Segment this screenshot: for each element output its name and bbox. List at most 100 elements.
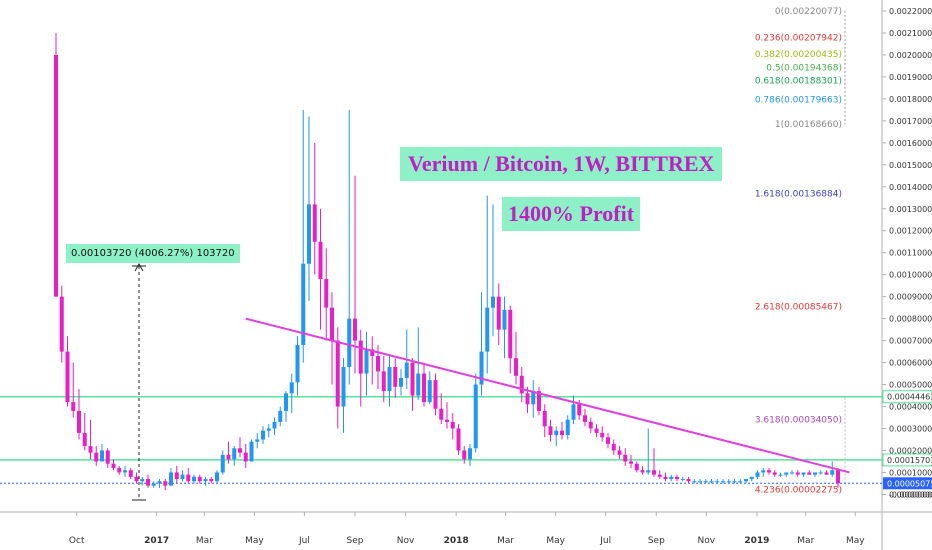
candle-body: [715, 481, 720, 483]
candle-body: [134, 476, 139, 482]
candle-body: [146, 479, 150, 486]
candle-body: [71, 402, 76, 411]
candle-body: [744, 479, 748, 482]
candle-body: [422, 373, 426, 403]
candle-body: [266, 428, 271, 431]
measurement-arrowhead: [134, 262, 144, 272]
candle-body: [514, 358, 518, 376]
candle-body: [784, 472, 789, 475]
candle-body: [726, 481, 731, 483]
candle-body: [663, 476, 668, 480]
candle-body: [801, 472, 806, 475]
x-tick-label: Jul: [298, 536, 310, 546]
candle-body: [721, 481, 725, 483]
candle-body: [215, 472, 219, 482]
x-tick-label: 2019: [744, 536, 769, 546]
candle-body: [330, 307, 334, 341]
candle-body: [502, 309, 507, 330]
candle-body: [381, 371, 386, 392]
candle-body: [416, 373, 421, 396]
candle-body: [197, 476, 202, 482]
candle-body: [675, 476, 679, 480]
price-level-badge: [882, 453, 932, 467]
candle-body: [261, 430, 265, 440]
x-tick-label: Mar: [797, 536, 814, 546]
candle-body: [289, 382, 294, 394]
candle-body: [387, 366, 392, 392]
candle-body: [399, 377, 403, 387]
fib-level-label: 4.236(0.00002275): [755, 485, 842, 495]
candle-body: [169, 472, 173, 486]
candle-body: [249, 441, 254, 462]
candle-body: [669, 476, 674, 480]
candle-body: [468, 448, 472, 460]
fib-level-label: 0.5(0.00194368): [766, 63, 842, 73]
candle-body: [485, 307, 490, 352]
candle-body: [634, 463, 639, 471]
candle-body: [192, 476, 196, 482]
candle-body: [531, 391, 536, 405]
candle-body: [226, 454, 231, 460]
x-tick-label: Mar: [497, 536, 514, 546]
candle-body: [203, 479, 208, 482]
fib-level-label: 0.382(0.00200435): [755, 50, 842, 60]
candle-body: [123, 470, 127, 473]
y-tick-label: -0.00000000: [889, 490, 932, 499]
candle-body: [680, 479, 685, 481]
y-tick-label: 0.00000000: [889, 490, 932, 499]
candle-body: [272, 421, 277, 429]
candle-body: [439, 408, 444, 420]
candle-body: [117, 468, 122, 473]
candle-body: [813, 472, 817, 475]
candle-body: [174, 472, 179, 480]
x-tick-label: 2017: [144, 536, 169, 546]
candle-body: [209, 479, 214, 482]
candle-body: [600, 432, 605, 438]
candle-body: [577, 404, 582, 416]
candle-body: [105, 450, 110, 464]
candle-body: [433, 380, 438, 409]
price-level-label: 0.00015701: [887, 456, 932, 465]
candle-body: [163, 481, 168, 486]
fib-level-label: 1.618(0.00136884): [755, 190, 842, 200]
candle-body: [59, 296, 64, 352]
x-tick-label: May: [546, 536, 565, 546]
trendline[interactable]: [245, 317, 850, 474]
fib-level-label: 0.618(0.00188301): [755, 77, 842, 87]
candle-body: [157, 481, 162, 484]
candle-body: [790, 472, 794, 474]
candle-body: [548, 426, 553, 436]
candle-body: [100, 450, 104, 462]
candle-body: [353, 318, 357, 341]
candle-body: [738, 481, 743, 483]
fib-level-label: 0.786(0.00179663): [755, 96, 842, 106]
candle-body: [243, 452, 248, 462]
chart-subtitle: 1400% Profit: [502, 197, 641, 231]
candle-body: [77, 410, 81, 433]
candle-body: [364, 349, 369, 374]
candle-body: [140, 479, 145, 482]
candle-body: [312, 204, 317, 242]
candle-body: [54, 54, 58, 297]
candle-body: [94, 452, 99, 462]
candle-body: [749, 476, 754, 480]
x-tick-label: Nov: [698, 536, 716, 546]
candle-body: [284, 393, 288, 411]
candle-body: [445, 419, 449, 422]
x-tick-label: May: [245, 536, 264, 546]
x-tick-label: Sep: [347, 536, 364, 546]
candle-body: [82, 432, 87, 447]
candle-body: [623, 454, 628, 462]
x-tick-label: Nov: [397, 536, 415, 546]
candle-body: [588, 421, 593, 429]
x-tick-label: Oct: [69, 536, 85, 546]
